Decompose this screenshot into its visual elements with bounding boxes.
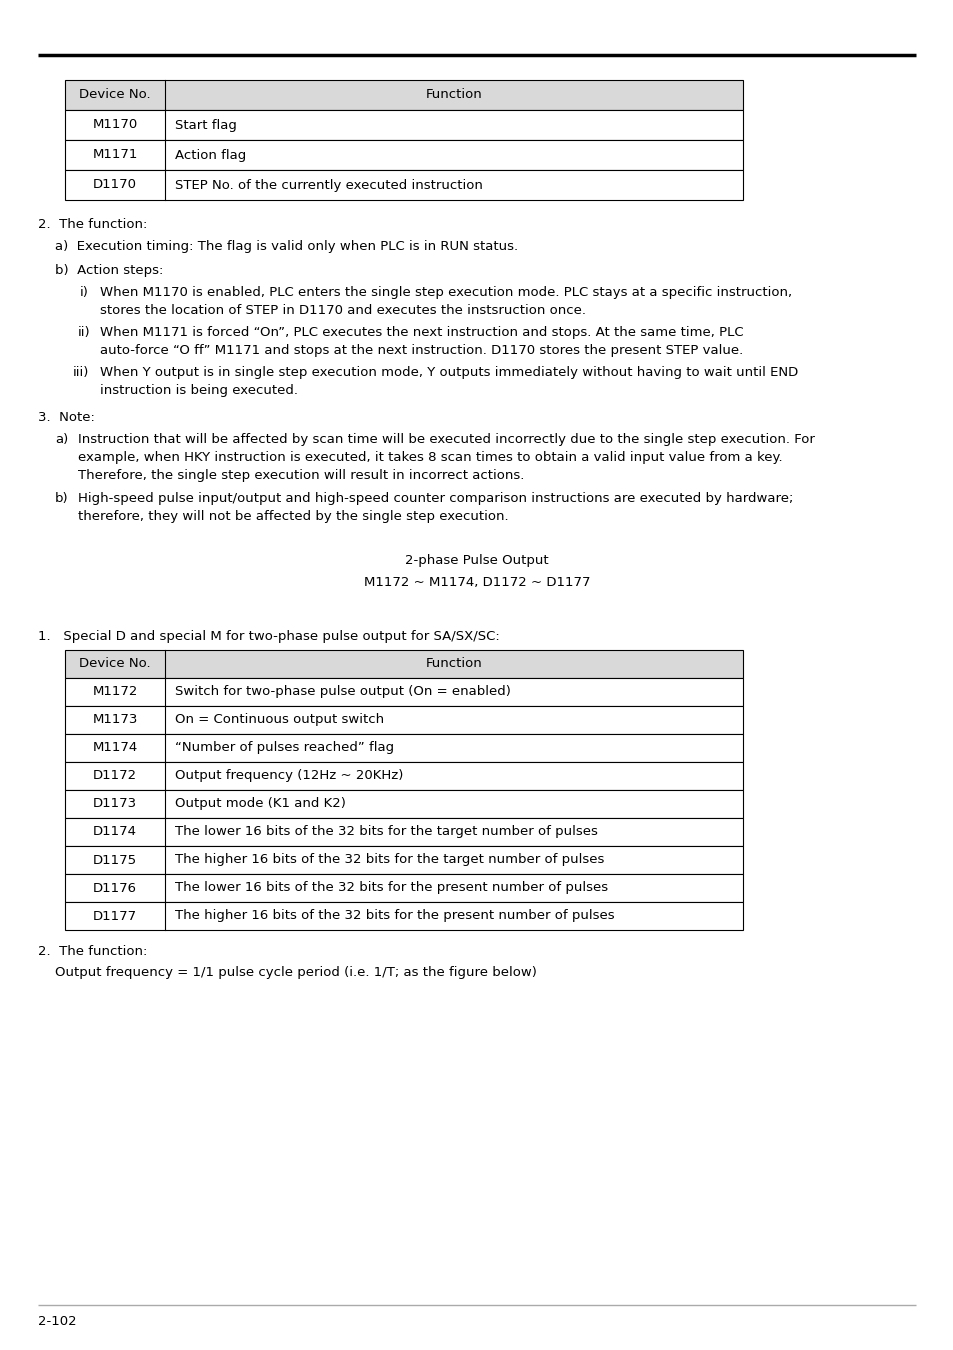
Text: b): b) — [55, 491, 69, 505]
Text: When M1171 is forced “On”, PLC executes the next instruction and stops. At the s: When M1171 is forced “On”, PLC executes … — [100, 325, 742, 339]
Text: 2.  The function:: 2. The function: — [38, 217, 147, 231]
Text: ii): ii) — [78, 325, 91, 339]
Text: M1170: M1170 — [92, 119, 137, 131]
Text: 1.   Special D and special M for two-phase pulse output for SA/SX/SC:: 1. Special D and special M for two-phase… — [38, 630, 499, 643]
Text: D1172: D1172 — [92, 769, 137, 783]
Text: 2-phase Pulse Output: 2-phase Pulse Output — [405, 554, 548, 567]
Bar — [65, 140, 742, 170]
Bar — [65, 902, 742, 930]
Bar — [65, 170, 742, 200]
Text: M1172 ~ M1174, D1172 ~ D1177: M1172 ~ M1174, D1172 ~ D1177 — [363, 576, 590, 589]
Text: The higher 16 bits of the 32 bits for the target number of pulses: The higher 16 bits of the 32 bits for th… — [174, 853, 604, 867]
Bar — [65, 790, 742, 818]
Text: 3.  Note:: 3. Note: — [38, 410, 94, 424]
Text: Function: Function — [425, 89, 482, 101]
Bar — [65, 649, 742, 678]
Text: The lower 16 bits of the 32 bits for the present number of pulses: The lower 16 bits of the 32 bits for the… — [174, 882, 607, 895]
Bar — [65, 761, 742, 790]
Text: Start flag: Start flag — [174, 119, 236, 131]
Text: instruction is being executed.: instruction is being executed. — [100, 383, 297, 397]
Text: therefore, they will not be affected by the single step execution.: therefore, they will not be affected by … — [78, 510, 508, 522]
Text: stores the location of STEP in D1170 and executes the instsruction once.: stores the location of STEP in D1170 and… — [100, 304, 585, 317]
Text: Function: Function — [425, 657, 482, 671]
Text: D1177: D1177 — [92, 910, 137, 922]
Text: D1170: D1170 — [92, 178, 137, 192]
Text: M1174: M1174 — [92, 741, 137, 755]
Bar — [65, 818, 742, 846]
Text: D1174: D1174 — [92, 825, 137, 838]
Text: Device No.: Device No. — [79, 89, 151, 101]
Bar — [65, 80, 742, 109]
Text: D1176: D1176 — [92, 882, 137, 895]
Text: Output mode (K1 and K2): Output mode (K1 and K2) — [174, 798, 346, 810]
Text: When M1170 is enabled, PLC enters the single step execution mode. PLC stays at a: When M1170 is enabled, PLC enters the si… — [100, 286, 791, 298]
Bar — [65, 873, 742, 902]
Text: Instruction that will be affected by scan time will be executed incorrectly due : Instruction that will be affected by sca… — [78, 433, 814, 446]
Text: Therefore, the single step execution will result in incorrect actions.: Therefore, the single step execution wil… — [78, 468, 524, 482]
Text: i): i) — [80, 286, 89, 298]
Text: M1173: M1173 — [92, 714, 137, 726]
Text: 2-102: 2-102 — [38, 1315, 76, 1328]
Bar — [65, 678, 742, 706]
Text: D1173: D1173 — [92, 798, 137, 810]
Text: Output frequency (12Hz ~ 20KHz): Output frequency (12Hz ~ 20KHz) — [174, 769, 403, 783]
Text: The higher 16 bits of the 32 bits for the present number of pulses: The higher 16 bits of the 32 bits for th… — [174, 910, 614, 922]
Text: The lower 16 bits of the 32 bits for the target number of pulses: The lower 16 bits of the 32 bits for the… — [174, 825, 598, 838]
Text: On = Continuous output switch: On = Continuous output switch — [174, 714, 384, 726]
Text: Switch for two-phase pulse output (On = enabled): Switch for two-phase pulse output (On = … — [174, 686, 511, 698]
Text: STEP No. of the currently executed instruction: STEP No. of the currently executed instr… — [174, 178, 482, 192]
Bar — [65, 706, 742, 734]
Bar — [65, 109, 742, 140]
Text: auto-force “O ff” M1171 and stops at the next instruction. D1170 stores the pres: auto-force “O ff” M1171 and stops at the… — [100, 344, 742, 356]
Bar — [65, 734, 742, 761]
Text: Action flag: Action flag — [174, 148, 246, 162]
Text: High-speed pulse input/output and high-speed counter comparison instructions are: High-speed pulse input/output and high-s… — [78, 491, 793, 505]
Text: M1172: M1172 — [92, 686, 137, 698]
Text: D1175: D1175 — [92, 853, 137, 867]
Text: b)  Action steps:: b) Action steps: — [55, 265, 163, 277]
Text: Device No.: Device No. — [79, 657, 151, 671]
Text: M1171: M1171 — [92, 148, 137, 162]
Text: When Y output is in single step execution mode, Y outputs immediately without ha: When Y output is in single step executio… — [100, 366, 798, 379]
Text: Output frequency = 1/1 pulse cycle period (i.e. 1/T; as the figure below): Output frequency = 1/1 pulse cycle perio… — [55, 967, 537, 979]
Text: example, when HKY instruction is executed, it takes 8 scan times to obtain a val: example, when HKY instruction is execute… — [78, 451, 781, 464]
Text: 2.  The function:: 2. The function: — [38, 945, 147, 958]
Text: iii): iii) — [73, 366, 90, 379]
Text: a)  Execution timing: The flag is valid only when PLC is in RUN status.: a) Execution timing: The flag is valid o… — [55, 240, 517, 252]
Text: “Number of pulses reached” flag: “Number of pulses reached” flag — [174, 741, 394, 755]
Bar — [65, 846, 742, 873]
Text: a): a) — [55, 433, 69, 446]
